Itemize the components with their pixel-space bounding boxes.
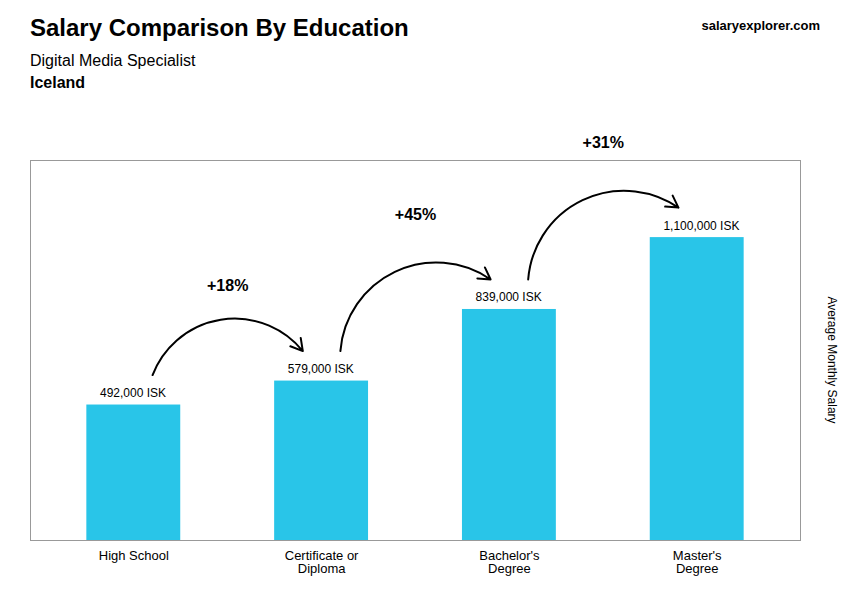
html-text:Iceland: Iceland — [30, 74, 86, 91]
svg-text:579,000 ISK: 579,000 ISK — [288, 362, 354, 376]
svg-text:Master'sDegree: Master'sDegree — [673, 548, 722, 576]
svg-text:Certificate orDiploma: Certificate orDiploma — [285, 548, 359, 576]
svg-text:+31%: +31% — [583, 134, 624, 151]
html-text:salaryexplorer.com: salaryexplorer.com — [701, 18, 820, 33]
svg-text:High School: High School — [99, 548, 169, 563]
svg-text:+18%: +18% — [207, 277, 248, 294]
svg-text:839,000 ISK: 839,000 ISK — [476, 290, 542, 304]
svg-text:1,100,000 ISK: 1,100,000 ISK — [663, 219, 739, 233]
svg-text:492,000 ISK: 492,000 ISK — [100, 386, 166, 400]
svg-text:+45%: +45% — [395, 206, 436, 223]
svg-text:Bachelor'sDegree: Bachelor'sDegree — [479, 548, 540, 576]
html-text:Salary Comparison By Education: Salary Comparison By Education — [30, 14, 409, 41]
html-text:Average Monthly Salary: Average Monthly Salary — [825, 296, 839, 424]
html-text:Digital Media Specialist: Digital Media Specialist — [30, 52, 196, 69]
